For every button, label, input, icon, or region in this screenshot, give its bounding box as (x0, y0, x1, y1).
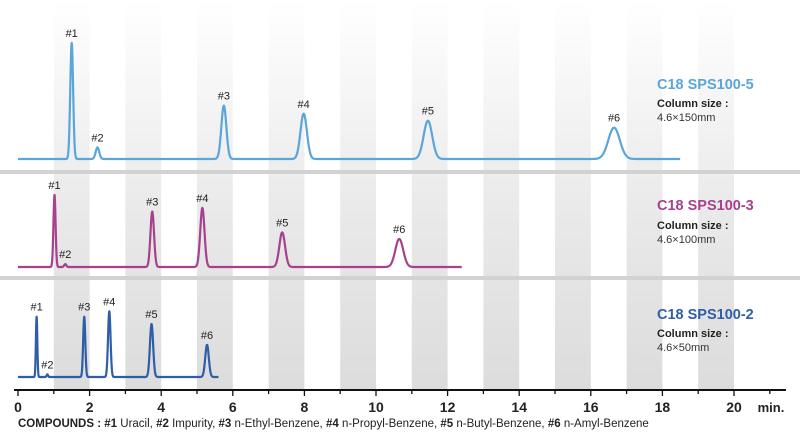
compound-1: #1 Uracil, (104, 418, 153, 430)
x-axis-unit: min. (758, 400, 785, 415)
column-title: C18 SPS100-2 (657, 307, 754, 323)
peak-label: #6 (393, 224, 405, 236)
peak-label: #2 (91, 132, 103, 144)
bg-stripe (411, 0, 448, 391)
bg-stripe (340, 0, 376, 391)
column-size-value: 4.6×50mm (657, 342, 709, 354)
peak-label: #3 (146, 197, 158, 209)
peak-label: #3 (78, 302, 90, 314)
column-size-value: 4.6×150mm (657, 112, 715, 124)
bg-stripe (197, 0, 233, 391)
peak-label: #1 (48, 180, 60, 192)
peak-label: #3 (218, 91, 230, 103)
x-tick-label: 12 (440, 399, 456, 415)
column-title: C18 SPS100-3 (657, 198, 754, 214)
x-tick-label: 14 (511, 399, 527, 415)
peak-label: #4 (196, 193, 208, 205)
peak-label: #5 (276, 217, 288, 229)
x-tick-label: 10 (368, 399, 384, 415)
peak-label: #6 (201, 330, 213, 342)
peak-label: #2 (41, 359, 53, 371)
peak-label: #6 (608, 113, 620, 125)
column-size-label: Column size : (657, 98, 729, 110)
x-tick-label: 0 (14, 399, 22, 415)
bg-stripe (483, 0, 520, 391)
x-tick-label: 2 (86, 399, 94, 415)
peak-label: #4 (103, 296, 115, 308)
compound-3: #3 n-Ethyl-Benzene, (218, 418, 323, 430)
trace-3 (17, 310, 220, 379)
compound-2: #2 Impurity, (156, 418, 216, 430)
panel-separator (0, 276, 800, 280)
bg-stripe (555, 0, 591, 391)
column-title: C18 SPS100-5 (657, 77, 754, 93)
peak-label: #5 (145, 309, 157, 321)
peak-label: #5 (422, 106, 434, 118)
peak-label: #4 (298, 99, 310, 111)
trace-2 (17, 193, 463, 269)
bg-stripe (125, 0, 162, 391)
x-tick-label: 16 (583, 399, 599, 415)
peak-label: #1 (30, 302, 42, 314)
x-tick-label: 4 (157, 399, 165, 415)
x-tick-label: 18 (655, 399, 671, 415)
x-tick-label: 8 (301, 399, 309, 415)
peak-label: #1 (66, 28, 78, 40)
panel-separator (0, 170, 800, 174)
trace-1 (17, 41, 682, 161)
x-tick-label: 6 (229, 399, 237, 415)
bg-stripe (626, 0, 663, 391)
compound-6: #6 n-Amyl-Benzene (547, 418, 649, 430)
peak-label: #2 (59, 249, 71, 261)
compounds-prefix: COMPOUNDS : (18, 418, 102, 430)
compounds-legend: COMPOUNDS : #1 Uracil, #2 Impurity, #3 n… (18, 418, 649, 430)
column-size-label: Column size : (657, 328, 729, 340)
compound-4: #4 n-Propyl-Benzene, (325, 418, 438, 430)
bg-stripe (698, 0, 734, 391)
bg-stripe (268, 0, 305, 391)
column-size-label: Column size : (657, 220, 729, 232)
x-tick-label: 20 (726, 399, 742, 415)
compound-5: #5 n-Butyl-Benzene, (440, 418, 545, 430)
column-size-value: 4.6×100mm (657, 234, 715, 246)
